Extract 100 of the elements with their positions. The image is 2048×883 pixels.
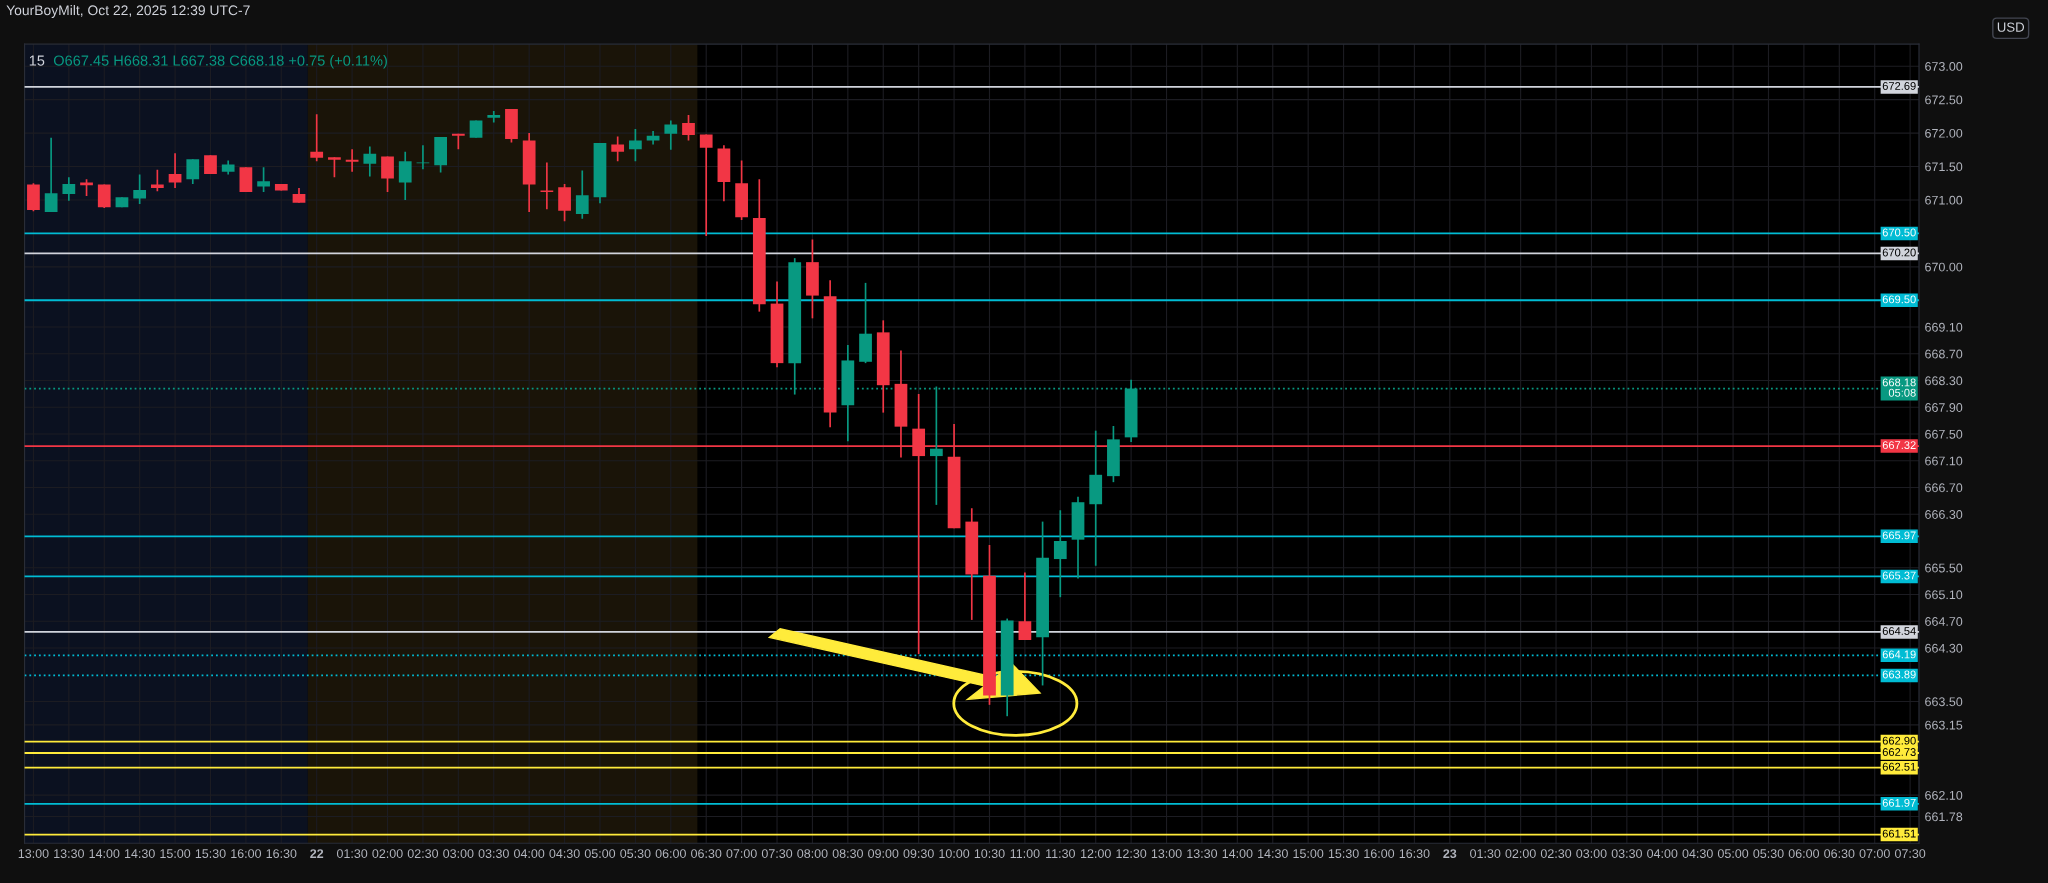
x-tick-label: 14:30: [1258, 849, 1288, 858]
candlestick: [1053, 509, 1067, 599]
x-tick-label: 14:00: [1222, 849, 1253, 858]
x-tick-label: 09:00: [868, 849, 899, 858]
x-tick-label: 09:30: [903, 849, 934, 858]
y-tick-label: 671.50: [1925, 162, 1963, 172]
x-tick-label: 03:00: [443, 849, 474, 858]
candlestick: [664, 119, 678, 151]
x-tick-label: 12:00: [1081, 849, 1111, 858]
ref-line-label: 667.32: [1882, 441, 1916, 450]
candlestick: [611, 135, 625, 163]
candlestick: [186, 158, 200, 185]
candlestick: [558, 183, 571, 223]
x-tick-label: 02:30: [407, 849, 439, 858]
x-tick-label: 14:30: [124, 849, 155, 858]
ref-line-label: 669.50: [1882, 295, 1916, 304]
x-tick-label: 06:00: [1788, 849, 1820, 858]
text: YourBoyMilt, Oct 22, 2025 12:39 UTC-7: [6, 5, 250, 18]
x-tick-label: 22: [310, 849, 324, 858]
x-tick-label: 16:00: [231, 849, 262, 858]
x-tick-label: 08:00: [797, 849, 828, 858]
ref-line-label: 662.73: [1882, 748, 1916, 756]
x-tick-label: 02:30: [1540, 849, 1572, 858]
candlestick: [133, 173, 147, 205]
x-tick-label: 10:30: [974, 849, 1005, 858]
candlestick: [44, 136, 58, 213]
candlestick: [345, 148, 359, 173]
x-tick-label: 04:00: [1647, 849, 1678, 858]
x-tick-label: 05:30: [1753, 849, 1784, 858]
x-tick-label: 23: [1443, 849, 1457, 859]
ref-line-label: 670.20: [1882, 248, 1916, 257]
x-tick-label: 15:30: [195, 849, 226, 858]
x-tick-label: 02:00: [372, 849, 403, 858]
y-tick-label: 661.78: [1925, 812, 1963, 822]
candlestick: [699, 133, 713, 237]
y-tick-label: 662.10: [1925, 790, 1963, 800]
candlestick: [328, 156, 341, 179]
candlestick: [257, 166, 270, 193]
ref-line-label: 664.19: [1882, 650, 1916, 659]
x-tick-label: 11:00: [1010, 849, 1040, 858]
x-tick-label: 16:30: [1399, 849, 1430, 858]
candlestick: [62, 176, 76, 202]
x-tick-label: 04:30: [549, 849, 580, 858]
x-tick-label: 02:00: [1505, 849, 1536, 858]
y-tick-label: 669.10: [1925, 322, 1963, 332]
x-tick-label: 05:00: [584, 849, 616, 858]
x-tick-label: 07:30: [1894, 849, 1926, 858]
y-tick-label: 667.90: [1925, 403, 1963, 412]
y-tick-label: 671.00: [1925, 195, 1963, 205]
ref-line-label: 662.51: [1882, 762, 1916, 771]
x-tick-label: 14:00: [89, 849, 120, 858]
y-tick-label: 663.50: [1925, 697, 1963, 707]
text: O667.45 H668.31 L667.38 C668.18 +0.75 (+0.11%): [53, 55, 387, 69]
x-tick-label: 16:00: [1364, 849, 1395, 858]
x-tick-label: 03:30: [1611, 849, 1642, 858]
candlestick: [416, 144, 430, 171]
y-tick-label: 666.70: [1925, 483, 1963, 493]
candlestick: [398, 150, 412, 201]
y-tick-label: 672.50: [1925, 95, 1963, 105]
x-tick-label: 07:00: [726, 849, 757, 858]
x-tick-label: 15:00: [160, 849, 191, 858]
candlestick: [381, 155, 394, 193]
x-tick-label: 04:00: [514, 849, 545, 858]
x-tick-label: 06:30: [1824, 849, 1855, 858]
x-tick-label: 06:00: [655, 849, 686, 858]
text: 15: [29, 55, 45, 66]
x-tick-label: 13:00: [1151, 849, 1182, 858]
x-tick-label: 15:00: [1293, 849, 1324, 858]
x-tick-label: 12:30: [1116, 849, 1147, 858]
y-tick-label: 666.30: [1925, 510, 1963, 519]
x-tick-label: 16:30: [266, 849, 297, 858]
y-tick-label: 673.00: [1925, 62, 1963, 71]
text: USD: [1997, 22, 2025, 32]
x-tick-label: 13:30: [1187, 849, 1218, 858]
y-tick-label: 667.10: [1925, 456, 1963, 466]
ref-line-label: 662.90: [1882, 736, 1916, 745]
y-tick-label: 665.10: [1925, 590, 1963, 600]
x-tick-label: 07:30: [761, 849, 793, 858]
y-tick-label: 670.00: [1925, 262, 1963, 272]
y-tick-label: 663.15: [1925, 720, 1963, 730]
y-tick-label: 672.00: [1925, 128, 1963, 138]
ref-line-label: 664.54: [1882, 627, 1916, 635]
candlestick: [363, 145, 377, 178]
x-tick-label: 10:00: [939, 849, 970, 858]
x-tick-label: 05:30: [620, 849, 651, 858]
ref-line-label: 668.18 05:08: [1882, 378, 1916, 397]
ref-line-label: 661.97: [1882, 798, 1916, 807]
ref-line-label: 663.89: [1882, 670, 1916, 679]
ref-line-label: 661.51: [1882, 829, 1916, 838]
ref-line-label: 672.69: [1882, 82, 1916, 90]
ref-line-label: 670.50: [1882, 228, 1916, 237]
x-tick-label: 04:30: [1682, 849, 1713, 858]
x-tick-label: 11:30: [1046, 849, 1075, 858]
x-tick-label: 03:00: [1576, 849, 1607, 858]
x-tick-label: 01:30: [336, 849, 368, 858]
x-tick-label: 13:30: [54, 849, 84, 858]
x-tick-label: 08:30: [832, 849, 863, 858]
candlestick: [1018, 571, 1032, 641]
x-tick-label: 13:00: [18, 849, 49, 858]
y-tick-label: 665.50: [1925, 563, 1963, 573]
